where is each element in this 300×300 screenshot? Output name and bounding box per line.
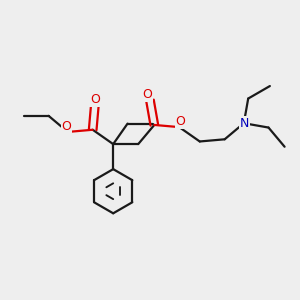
- Text: O: O: [61, 120, 71, 134]
- Text: N: N: [240, 117, 249, 130]
- Text: O: O: [175, 115, 185, 128]
- Text: O: O: [142, 88, 152, 101]
- Text: O: O: [90, 93, 100, 106]
